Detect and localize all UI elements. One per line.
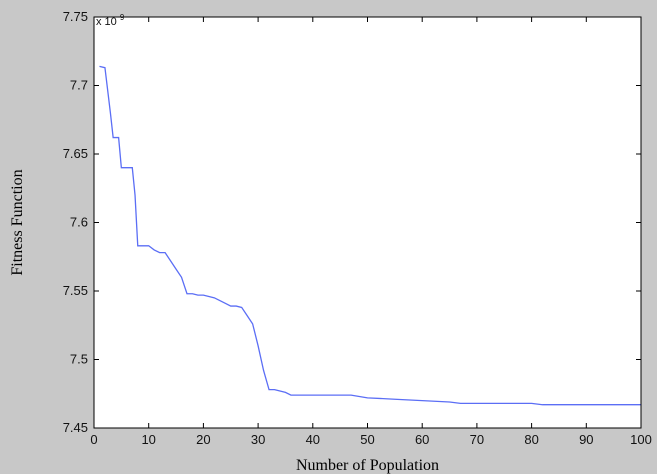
y-tick-label: 7.65 (63, 146, 88, 161)
y-axis-multiplier: x 10 9 (96, 13, 125, 28)
plot-frame (93, 16, 642, 429)
y-tick-label: 7.5 (70, 352, 88, 367)
x-tick-label: 90 (579, 432, 593, 447)
y-tick-label: 7.55 (63, 283, 88, 298)
y-multiplier-exponent: 9 (120, 13, 125, 22)
x-tick-label: 80 (524, 432, 538, 447)
x-tick-label: 20 (196, 432, 210, 447)
y-tick-label: 7.45 (63, 420, 88, 435)
y-tick-label: 7.6 (70, 215, 88, 230)
x-tick-label: 50 (360, 432, 374, 447)
x-tick-label: 70 (470, 432, 484, 447)
fitness-series-line (99, 65, 641, 406)
y-multiplier-base: x 10 (96, 16, 117, 28)
x-axis-title: Number of Population (296, 457, 439, 474)
x-tick-label: 10 (141, 432, 155, 447)
x-tick-label: 100 (630, 432, 652, 447)
plot-area (94, 17, 641, 428)
x-tick-label: 60 (415, 432, 429, 447)
y-axis-ticks: 7.45 7.5 7.55 7.6 7.65 7.7 7.75 (63, 9, 641, 435)
x-axis-ticks: 0 10 20 30 40 50 60 70 80 90 100 (90, 17, 652, 447)
y-tick-label: 7.7 (70, 78, 88, 93)
y-axis-title: Fitness Function (9, 169, 26, 275)
x-tick-label: 40 (306, 432, 320, 447)
x-tick-label: 30 (251, 432, 265, 447)
x-tick-label: 0 (90, 432, 97, 447)
y-tick-label: 7.75 (63, 9, 88, 24)
